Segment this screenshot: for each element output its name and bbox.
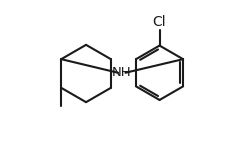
Text: NH: NH	[112, 66, 132, 79]
Text: Cl: Cl	[153, 15, 166, 29]
